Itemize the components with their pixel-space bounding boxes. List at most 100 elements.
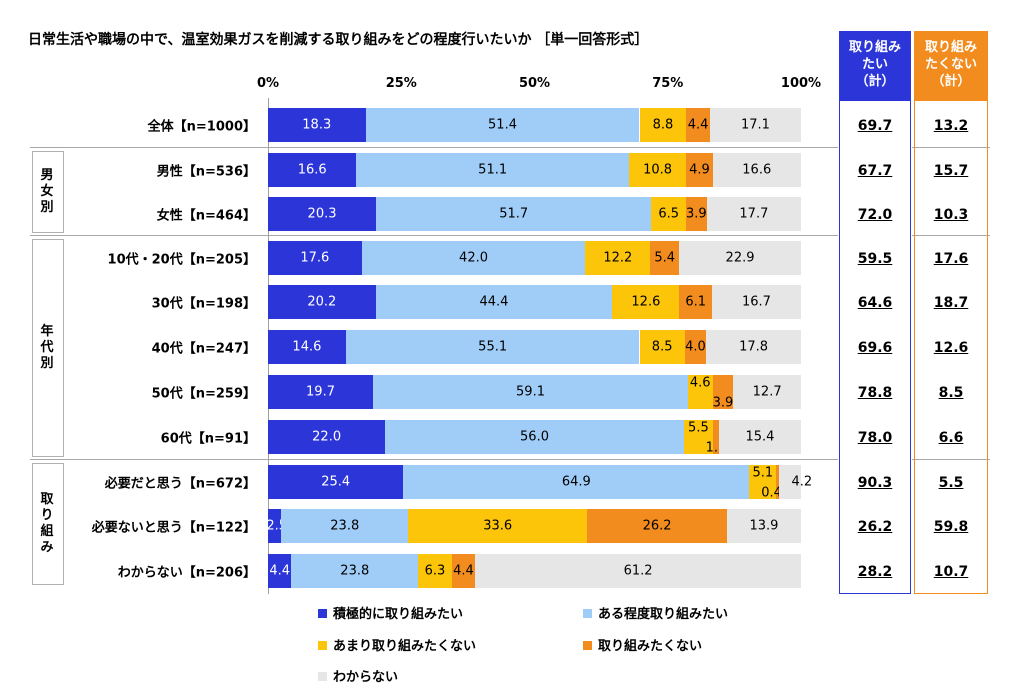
summary-value: 26.2: [857, 519, 893, 535]
bar-segment: [365, 108, 640, 142]
group-separator: [30, 235, 838, 236]
bar-segment: [385, 420, 684, 454]
legend-label: あまり取り組みたくない: [333, 639, 477, 654]
bar-segment: [679, 241, 801, 275]
group-label-char: 代: [40, 340, 54, 355]
summary-value: 78.0: [857, 430, 893, 446]
data-label: 59.1: [516, 384, 545, 400]
summary-value: 17.6: [933, 251, 969, 267]
bar-segment: [587, 509, 727, 543]
data-label: 20.3: [307, 206, 337, 222]
x-tick-label: 50%: [518, 76, 551, 91]
data-label: 4.4: [687, 117, 709, 133]
data-label: 4.6: [689, 375, 711, 391]
data-label: 4.0: [685, 339, 706, 355]
bar-segment: [679, 285, 712, 319]
group-label-char: 別: [40, 356, 54, 371]
summary-value: 12.6: [933, 340, 969, 356]
data-label: 4.9: [689, 162, 710, 178]
summary-column-box: [914, 31, 988, 594]
data-label: 17.8: [739, 339, 769, 355]
data-label: 6.1: [685, 294, 707, 310]
legend-swatch: [318, 609, 327, 618]
bar-segment: [268, 465, 404, 499]
row-label: 必要だと思う【n=672】: [104, 476, 256, 492]
data-label: 4.4: [453, 563, 474, 579]
data-label: 16.6: [742, 162, 772, 178]
summary-header: 取り組み たい （計）: [839, 31, 911, 101]
data-label: 15.4: [745, 429, 775, 445]
legend-item: わからない: [318, 666, 398, 685]
data-label: 51.7: [499, 206, 529, 222]
bar-segment: [268, 153, 357, 187]
bar-segment: [373, 375, 688, 409]
bar-segment: [778, 465, 801, 499]
data-label: 17.1: [740, 117, 770, 133]
data-label: 25.4: [321, 474, 351, 490]
summary-value: 69.7: [857, 118, 893, 134]
data-label: 55.1: [478, 339, 508, 355]
summary-value: 69.6: [857, 340, 893, 356]
bar-segment: [706, 197, 801, 231]
bar-segment: [268, 108, 366, 142]
bar-segment: [686, 108, 710, 142]
bar-segment: [418, 554, 452, 588]
group-label-char: り: [40, 508, 54, 523]
data-label: 17.7: [739, 206, 769, 222]
bar-segment: [585, 241, 651, 275]
summary-value: 64.6: [857, 295, 893, 311]
data-label: 23.8: [330, 518, 360, 534]
bar-segment: [776, 465, 779, 499]
bar-segment: [361, 241, 586, 275]
summary-column-box: [839, 31, 911, 594]
data-label: 51.1: [478, 162, 508, 178]
row-label: 必要ないと思う【n=122】: [91, 520, 256, 536]
group-label-char: み: [40, 540, 54, 555]
bar-segment: [268, 375, 373, 409]
legend-swatch: [583, 609, 592, 618]
data-label: 19.7: [306, 384, 335, 400]
data-label: 12.7: [752, 384, 782, 400]
data-label: 33.6: [483, 518, 513, 534]
group-label: 男女別: [32, 168, 62, 216]
data-label: 0.4: [761, 485, 782, 501]
bar-segment: [685, 197, 707, 231]
legend-swatch: [318, 672, 327, 681]
data-label: 23.8: [340, 563, 370, 579]
data-label: 64.9: [561, 474, 591, 490]
bar-segment: [403, 465, 750, 499]
x-tick-label: 25%: [385, 76, 417, 91]
data-label: 14.6: [292, 339, 322, 355]
bar-segment: [612, 285, 680, 319]
bar-segment: [268, 509, 282, 543]
group-separator: [912, 235, 990, 236]
legend-label: わからない: [333, 670, 399, 685]
legend-label: ある程度取り組みたい: [598, 607, 729, 622]
data-label: 3.9: [712, 395, 734, 411]
data-label: 6.5: [658, 206, 680, 222]
legend-item: 積極的に取り組みたい: [318, 603, 463, 622]
data-label: 61.2: [623, 563, 653, 579]
group-separator: [912, 459, 990, 460]
bar-segment: [718, 420, 801, 454]
bar-segment: [376, 197, 652, 231]
summary-value: 67.7: [857, 163, 893, 179]
data-label: 8.5: [651, 339, 673, 355]
legend-label: 積極的に取り組みたい: [333, 607, 464, 622]
row-label: 60代【n=91】: [160, 431, 256, 447]
data-label: 12.6: [631, 294, 661, 310]
bar-segment: [408, 509, 588, 543]
group-label-char: 組: [40, 524, 54, 539]
data-label: 5.4: [654, 250, 676, 266]
group-label-char: 年: [40, 324, 54, 339]
summary-header: 取り組み たくない （計）: [914, 31, 988, 101]
group-box: [32, 463, 64, 585]
data-label: 8.8: [652, 117, 674, 133]
data-label: 56.0: [520, 429, 549, 445]
bar-segment: [686, 153, 713, 187]
bar-segment: [726, 509, 801, 543]
bar-segment: [356, 153, 629, 187]
data-label: 18.3: [302, 117, 332, 133]
group-label-char: 女: [40, 184, 54, 199]
data-label: 16.6: [297, 162, 327, 178]
